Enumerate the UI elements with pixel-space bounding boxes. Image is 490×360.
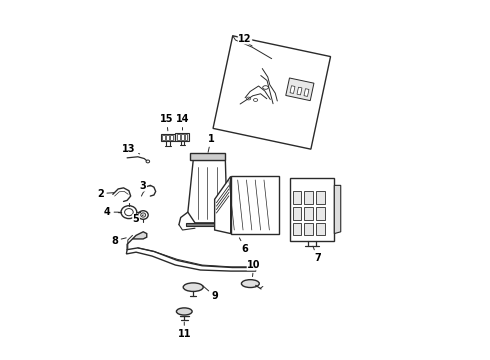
Bar	[167, 135, 169, 140]
Bar	[304, 192, 313, 204]
Polygon shape	[161, 134, 174, 141]
Polygon shape	[215, 176, 231, 234]
Bar	[304, 223, 313, 235]
Polygon shape	[190, 153, 225, 160]
Text: 10: 10	[247, 260, 261, 276]
Text: 14: 14	[176, 114, 189, 130]
Text: 6: 6	[239, 238, 248, 253]
Bar	[304, 207, 313, 220]
Polygon shape	[175, 133, 189, 141]
Bar	[293, 223, 301, 235]
Ellipse shape	[141, 213, 146, 217]
Text: 15: 15	[160, 114, 173, 131]
Bar	[316, 223, 325, 235]
Text: 9: 9	[202, 285, 218, 301]
Bar	[293, 207, 301, 220]
Text: 1: 1	[208, 134, 215, 152]
Polygon shape	[132, 232, 147, 239]
Polygon shape	[304, 89, 309, 96]
Polygon shape	[297, 87, 302, 95]
Bar	[177, 134, 180, 140]
Polygon shape	[290, 178, 334, 241]
Polygon shape	[186, 223, 229, 226]
Polygon shape	[290, 86, 295, 94]
Polygon shape	[188, 160, 227, 223]
Text: 8: 8	[111, 236, 126, 246]
Polygon shape	[286, 78, 314, 101]
Text: 11: 11	[177, 322, 191, 339]
Ellipse shape	[242, 280, 259, 288]
Text: 5: 5	[133, 214, 143, 224]
Polygon shape	[231, 176, 279, 234]
Ellipse shape	[183, 283, 203, 292]
Text: 13: 13	[122, 144, 140, 154]
Bar	[316, 192, 325, 204]
Bar	[181, 134, 184, 140]
Text: 3: 3	[140, 181, 150, 191]
Polygon shape	[126, 248, 256, 271]
Text: 12: 12	[238, 34, 252, 44]
Bar	[316, 207, 325, 220]
Bar	[163, 135, 165, 140]
Bar	[185, 134, 188, 140]
Ellipse shape	[176, 308, 192, 315]
Bar	[171, 135, 173, 140]
Text: 2: 2	[97, 189, 114, 199]
Polygon shape	[334, 185, 341, 234]
Text: 7: 7	[313, 246, 321, 263]
Text: 4: 4	[104, 207, 118, 217]
Polygon shape	[213, 36, 331, 149]
Bar	[293, 192, 301, 204]
